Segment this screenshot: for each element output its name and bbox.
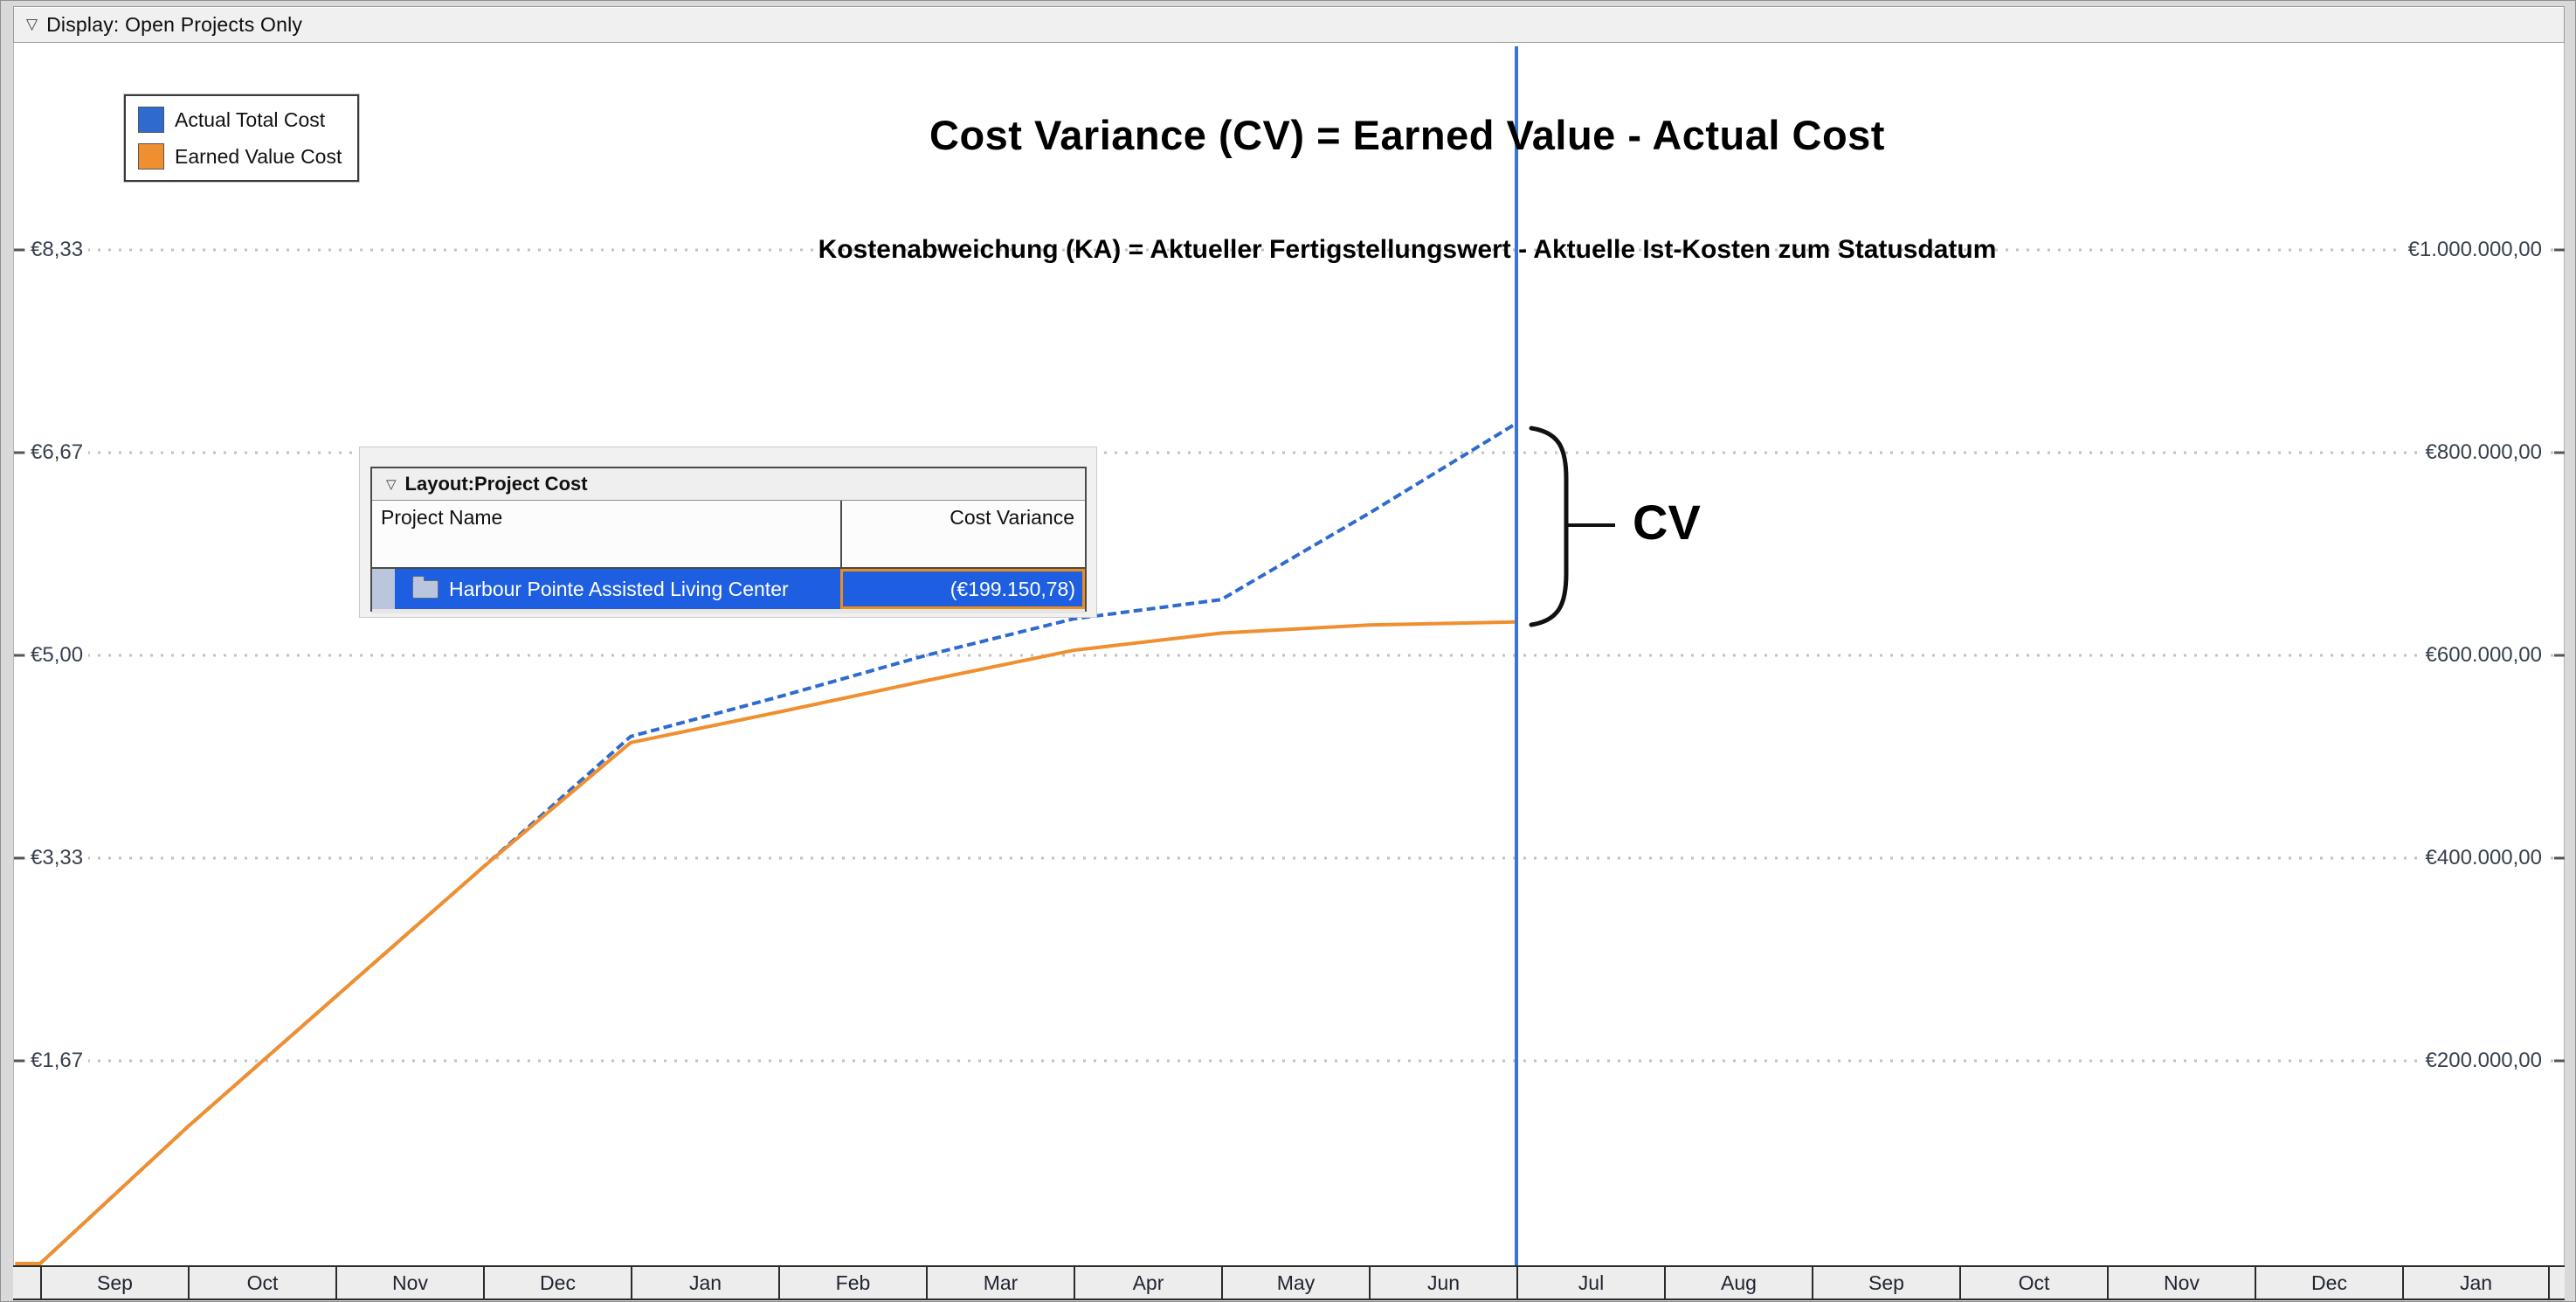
project-cost-window: ▽ Layout:Project Cost Project Name Cost … [370, 467, 1087, 613]
left-axis-label: €5,00 [25, 645, 89, 666]
left-axis-label: €1,67 [25, 1050, 89, 1071]
chart-legend: Actual Total Cost Earned Value Cost [124, 94, 360, 182]
month-label-nov-2: Nov [335, 1267, 483, 1299]
month-label-jun-9: Jun [1369, 1267, 1516, 1299]
folder-icon [412, 575, 439, 599]
x-axis-month-band: Sep Oct Nov Dec Jan Feb Mar Apr May Jun Jul Aug Sep O… [13, 1265, 2565, 1300]
display-options-bar[interactable]: ▽ Display: Open Projects Only [13, 6, 2565, 43]
month-label-apr-7: Apr [1074, 1267, 1221, 1299]
month-label-feb-5: Feb [778, 1267, 926, 1299]
legend-label: Actual Total Cost [175, 107, 326, 131]
column-header-cost-variance[interactable]: Cost Variance [840, 501, 1085, 567]
layout-title: Layout:Project Cost [404, 473, 588, 495]
month-label-nov-14: Nov [2107, 1267, 2255, 1299]
left-axis-label: €6,67 [25, 442, 89, 463]
month-label-may-8: May [1221, 1267, 1369, 1299]
row-selection-gutter[interactable] [372, 569, 395, 609]
next-row-sliver [372, 609, 1085, 613]
month-label-jan-4: Jan [631, 1267, 778, 1299]
right-axis-label: €200.000,00 [2420, 1050, 2547, 1071]
left-axis-label: €8,33 [25, 239, 89, 260]
right-axis-label: €600.000,00 [2420, 645, 2547, 666]
cost-variance-cell[interactable]: (€199.150,78) [840, 569, 1085, 609]
month-label-jan-16: Jan [2402, 1267, 2550, 1299]
right-axis-label: €800.000,00 [2420, 442, 2547, 463]
project-cost-inset: ▽ Layout:Project Cost Project Name Cost … [359, 447, 1097, 618]
month-label-sep-12: Sep [1812, 1267, 1959, 1299]
chart-plot-area [13, 43, 2565, 1265]
legend-label: Earned Value Cost [175, 144, 342, 168]
display-bar-label: Display: Open Projects Only [46, 12, 303, 36]
collapse-triangle-icon[interactable]: ▽ [386, 477, 397, 492]
month-label-oct-1: Oct [188, 1267, 335, 1299]
month-label-oct-13: Oct [1959, 1267, 2107, 1299]
left-axis-label: €3,33 [25, 848, 89, 869]
project-name-cell[interactable]: Harbour Pointe Assisted Living Center [395, 569, 840, 609]
month-label-dec-15: Dec [2255, 1267, 2402, 1299]
chart-title: Cost Variance (CV) = Earned Value - Actu… [929, 112, 1885, 158]
month-label-dec-3: Dec [483, 1267, 631, 1299]
table-row[interactable]: Harbour Pointe Assisted Living Center (€… [372, 569, 1085, 609]
legend-item: Earned Value Cost [138, 143, 342, 170]
grid-header-row: Project Name Cost Variance [372, 501, 1085, 569]
project-name-text: Harbour Pointe Assisted Living Center [449, 577, 789, 600]
cv-annotation-label: CV [1633, 495, 1701, 550]
right-axis-label: €1.000.000,00 [2402, 239, 2547, 260]
right-axis-label: €400.000,00 [2420, 848, 2547, 869]
month-label-aug-11: Aug [1664, 1267, 1812, 1299]
collapse-triangle-icon[interactable]: ▽ [26, 16, 38, 32]
chart-subtitle: Kostenabweichung (KA) = Aktueller Fertig… [818, 235, 1997, 264]
legend-swatch-icon [138, 143, 164, 170]
month-label-sep-0: Sep [40, 1267, 188, 1299]
layout-titlebar[interactable]: ▽ Layout:Project Cost [372, 468, 1085, 501]
month-label-jul-10: Jul [1516, 1267, 1664, 1299]
data-date-line [1515, 46, 1518, 1265]
column-header-project-name[interactable]: Project Name [381, 506, 503, 529]
legend-item: Actual Total Cost [138, 107, 342, 133]
legend-swatch-icon [138, 107, 164, 133]
month-label-mar-6: Mar [926, 1267, 1074, 1299]
